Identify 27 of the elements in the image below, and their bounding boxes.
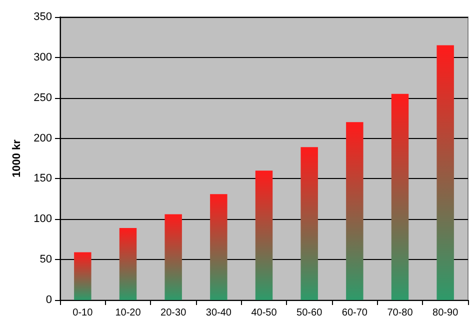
y-tick-label: 100	[34, 213, 52, 226]
y-tick-label: 300	[34, 51, 52, 64]
y-tick-label: 150	[34, 172, 52, 185]
x-tick-label: 20-30	[160, 308, 187, 318]
x-tick-label: 30-40	[206, 308, 232, 318]
y-tick-label: 250	[34, 92, 52, 104]
y-tick-label: 350	[34, 11, 52, 23]
y-tick-label: 50	[40, 254, 52, 266]
bar	[436, 45, 454, 300]
bar	[74, 252, 92, 300]
x-tick-label: 0-10	[72, 308, 94, 318]
bar	[255, 170, 273, 300]
x-tick-label: 50-60	[296, 308, 323, 318]
bar	[119, 228, 137, 300]
bar	[346, 122, 364, 300]
x-tick-label: 70-80	[387, 308, 414, 318]
y-axis-title: 1000 kr	[11, 138, 24, 178]
bar	[164, 214, 182, 300]
x-tick-label: 10-20	[115, 308, 142, 318]
x-tick-label: 60-70	[342, 308, 368, 318]
x-tick-label: 80-90	[432, 308, 459, 318]
x-tick-label: 40-50	[251, 308, 278, 318]
bar	[300, 147, 318, 300]
bar	[210, 194, 228, 300]
bar	[391, 94, 409, 300]
y-tick-label: 0	[46, 294, 52, 306]
y-tick-label: 200	[34, 132, 52, 144]
